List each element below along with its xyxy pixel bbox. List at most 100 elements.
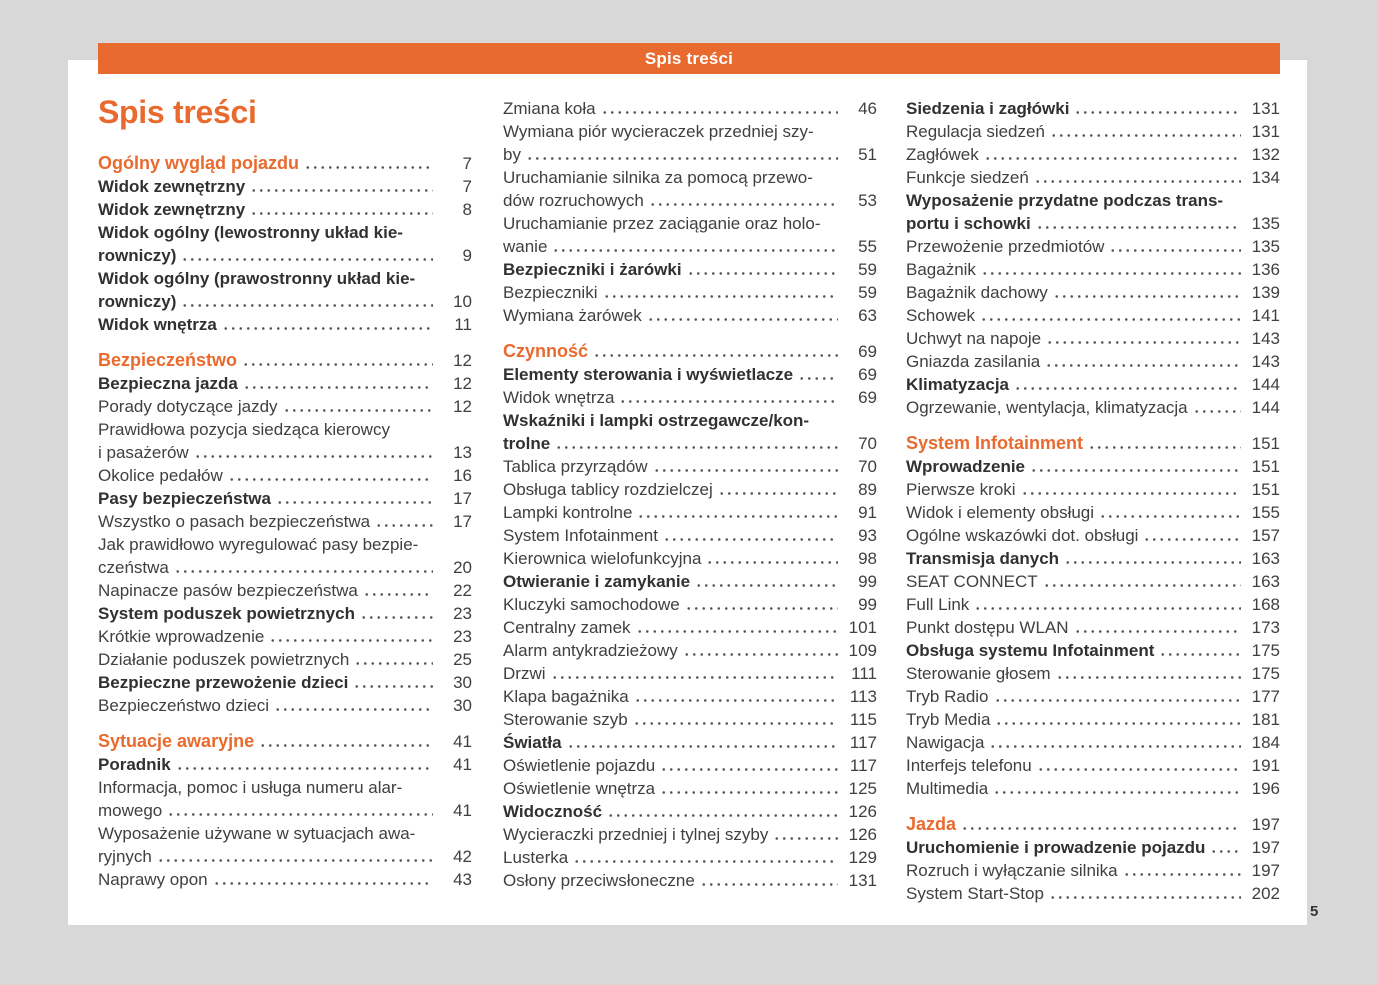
toc-entry-page: 12 (453, 374, 472, 393)
dot-leader (995, 708, 1241, 731)
toc-entry-label: Bagażnik dachowy (906, 283, 1048, 302)
dot-leader (250, 198, 433, 221)
toc-entry-label: Rozruch i wyłączanie silnika (906, 861, 1118, 880)
toc-entry: Widoczność 126 (503, 800, 877, 823)
toc-entry: Interfejs telefonu 191 (906, 754, 1280, 777)
toc-entry-page: 89 (858, 480, 877, 499)
toc-entry: Bezpieczniki i żarówki 59 (503, 258, 877, 281)
toc-entry-page: 197 (1251, 861, 1280, 880)
dot-leader (1042, 570, 1241, 593)
toc-entry-label: Bagażnik (906, 260, 976, 279)
toc-entry: Ogrzewanie, wentylacja, klimatyzacja 144 (906, 396, 1280, 419)
toc-entry: System Start-Stop 202 (906, 882, 1280, 905)
toc-entry-page: 197 (1251, 838, 1280, 857)
toc-entry: Full Link 168 (906, 593, 1280, 616)
dot-leader (525, 143, 838, 166)
toc-section-entry: System Infotainment 151 (906, 432, 1280, 455)
toc-entry-page: 117 (849, 733, 877, 752)
toc-entry-page: 117 (849, 756, 877, 775)
toc-entry-label: Oświetlenie wnętrza (503, 779, 656, 798)
toc-column-right: Siedzenia i zagłówki 131 Regulacja siedzeń… (906, 97, 1280, 905)
toc-entry-page: 55 (858, 237, 877, 256)
toc-entry-page: 151 (1251, 434, 1280, 453)
toc-entry: Napinacze pasów bezpieczeństwa 22 (98, 579, 472, 602)
toc-entry: Elementy sterowania i wyświetlacze 69 (503, 363, 877, 386)
toc-entry-label: Nawigacja (906, 733, 985, 752)
dot-leader (646, 304, 838, 327)
toc-entry-page: 22 (453, 581, 472, 600)
dot-leader (353, 671, 433, 694)
toc-entry-label: Multimedia (906, 779, 989, 798)
dot-leader (242, 349, 433, 372)
toc-entry-label: Regulacja siedzeń (906, 122, 1045, 141)
toc-entry-page: 163 (1251, 549, 1280, 568)
toc-entry-label: by (503, 145, 521, 164)
toc-entry-page: 181 (1251, 710, 1280, 729)
toc-entry-page: 12 (453, 351, 472, 370)
toc-entry: Oświetlenie pojazdu 117 (503, 754, 877, 777)
toc-entry: Bezpieczniki 59 (503, 281, 877, 304)
dot-leader (1049, 120, 1241, 143)
dot-leader (961, 813, 1241, 836)
toc-entry-label: Tryb Radio (906, 687, 989, 706)
toc-section-entry: Sytuacje awaryjne 41 (98, 730, 472, 753)
dot-leader (980, 258, 1241, 281)
toc-entry: Widok wnętrza 11 (98, 313, 472, 336)
running-header-title: Spis treści (644, 48, 734, 68)
toc-entry-label: Pierwsze kroki (906, 480, 1016, 499)
toc-entry: Sterowanie szyb 115 (503, 708, 877, 731)
toc-entry-label: Lampki kontrolne (503, 503, 633, 522)
toc-entry: Pierwsze kroki 151 (906, 478, 1280, 501)
dot-leader (632, 708, 838, 731)
toc-entry-label: rowniczy) (98, 246, 177, 265)
dot-leader (1122, 859, 1241, 882)
toc-entry-label: Jazda (906, 814, 957, 834)
toc-entry-page: 99 (858, 595, 877, 614)
toc-entry-page: 129 (848, 848, 877, 867)
toc-entry: Otwieranie i zamykanie 99 (503, 570, 877, 593)
dot-leader (1109, 235, 1241, 258)
dot-leader (550, 662, 838, 685)
toc-entry-page: 144 (1251, 375, 1280, 394)
dot-leader (1159, 639, 1241, 662)
toc-entry-page: 202 (1251, 884, 1280, 903)
dot-leader (798, 363, 838, 386)
toc-entry: Klapa bagażnika 113 (503, 685, 877, 708)
dot-leader (983, 143, 1241, 166)
dot-leader (156, 845, 433, 868)
toc-entry-label: Uruchomienie i prowadzenie pojazdu (906, 838, 1206, 857)
dot-leader (304, 152, 433, 175)
dot-leader (637, 501, 838, 524)
toc-entry-page: 69 (858, 365, 877, 384)
toc-entry: Sterowanie głosem 175 (906, 662, 1280, 685)
toc-entry-page: 132 (1251, 145, 1280, 164)
dot-leader (1036, 754, 1241, 777)
dot-leader (1052, 281, 1241, 304)
toc-entry: Informacja, pomoc i usługa numeru alar-m… (98, 776, 472, 822)
dot-leader (695, 570, 838, 593)
toc-entry-page: 51 (858, 145, 877, 164)
toc-entry-label: Oświetlenie pojazdu (503, 756, 656, 775)
toc-entry: Widok wnętrza 69 (503, 386, 877, 409)
dot-leader (989, 731, 1241, 754)
toc-entry-label: Przewożenie przedmiotów (906, 237, 1105, 256)
toc-entry-page: 184 (1251, 733, 1280, 752)
dot-leader (607, 800, 838, 823)
toc-entry: Drzwi 111 (503, 662, 877, 685)
toc-entry: Centralny zamek 101 (503, 616, 877, 639)
toc-entry-label: ryjnych (98, 847, 152, 866)
toc-entry-page: 135 (1251, 237, 1280, 256)
toc-entry-label: Bezpieczne przewożenie dzieci (98, 673, 349, 692)
toc-entry-label: System Infotainment (503, 526, 658, 545)
toc-entry-label: Bezpieczniki (503, 283, 598, 302)
toc-entry-label: Wycieraczki przedniej i tylnej szyby (503, 825, 769, 844)
dot-leader (181, 244, 433, 267)
toc-entry-label: Zagłówek (906, 145, 979, 164)
dot-leader (1074, 97, 1241, 120)
toc-entry: Zmiana koła 46 (503, 97, 877, 120)
toc-entry-label: Widoczność (503, 802, 603, 821)
toc-entry-page: 63 (858, 306, 877, 325)
toc-entry-page: 20 (453, 558, 472, 577)
toc-entry-label: Full Link (906, 595, 970, 614)
toc-entry-page: 136 (1251, 260, 1280, 279)
